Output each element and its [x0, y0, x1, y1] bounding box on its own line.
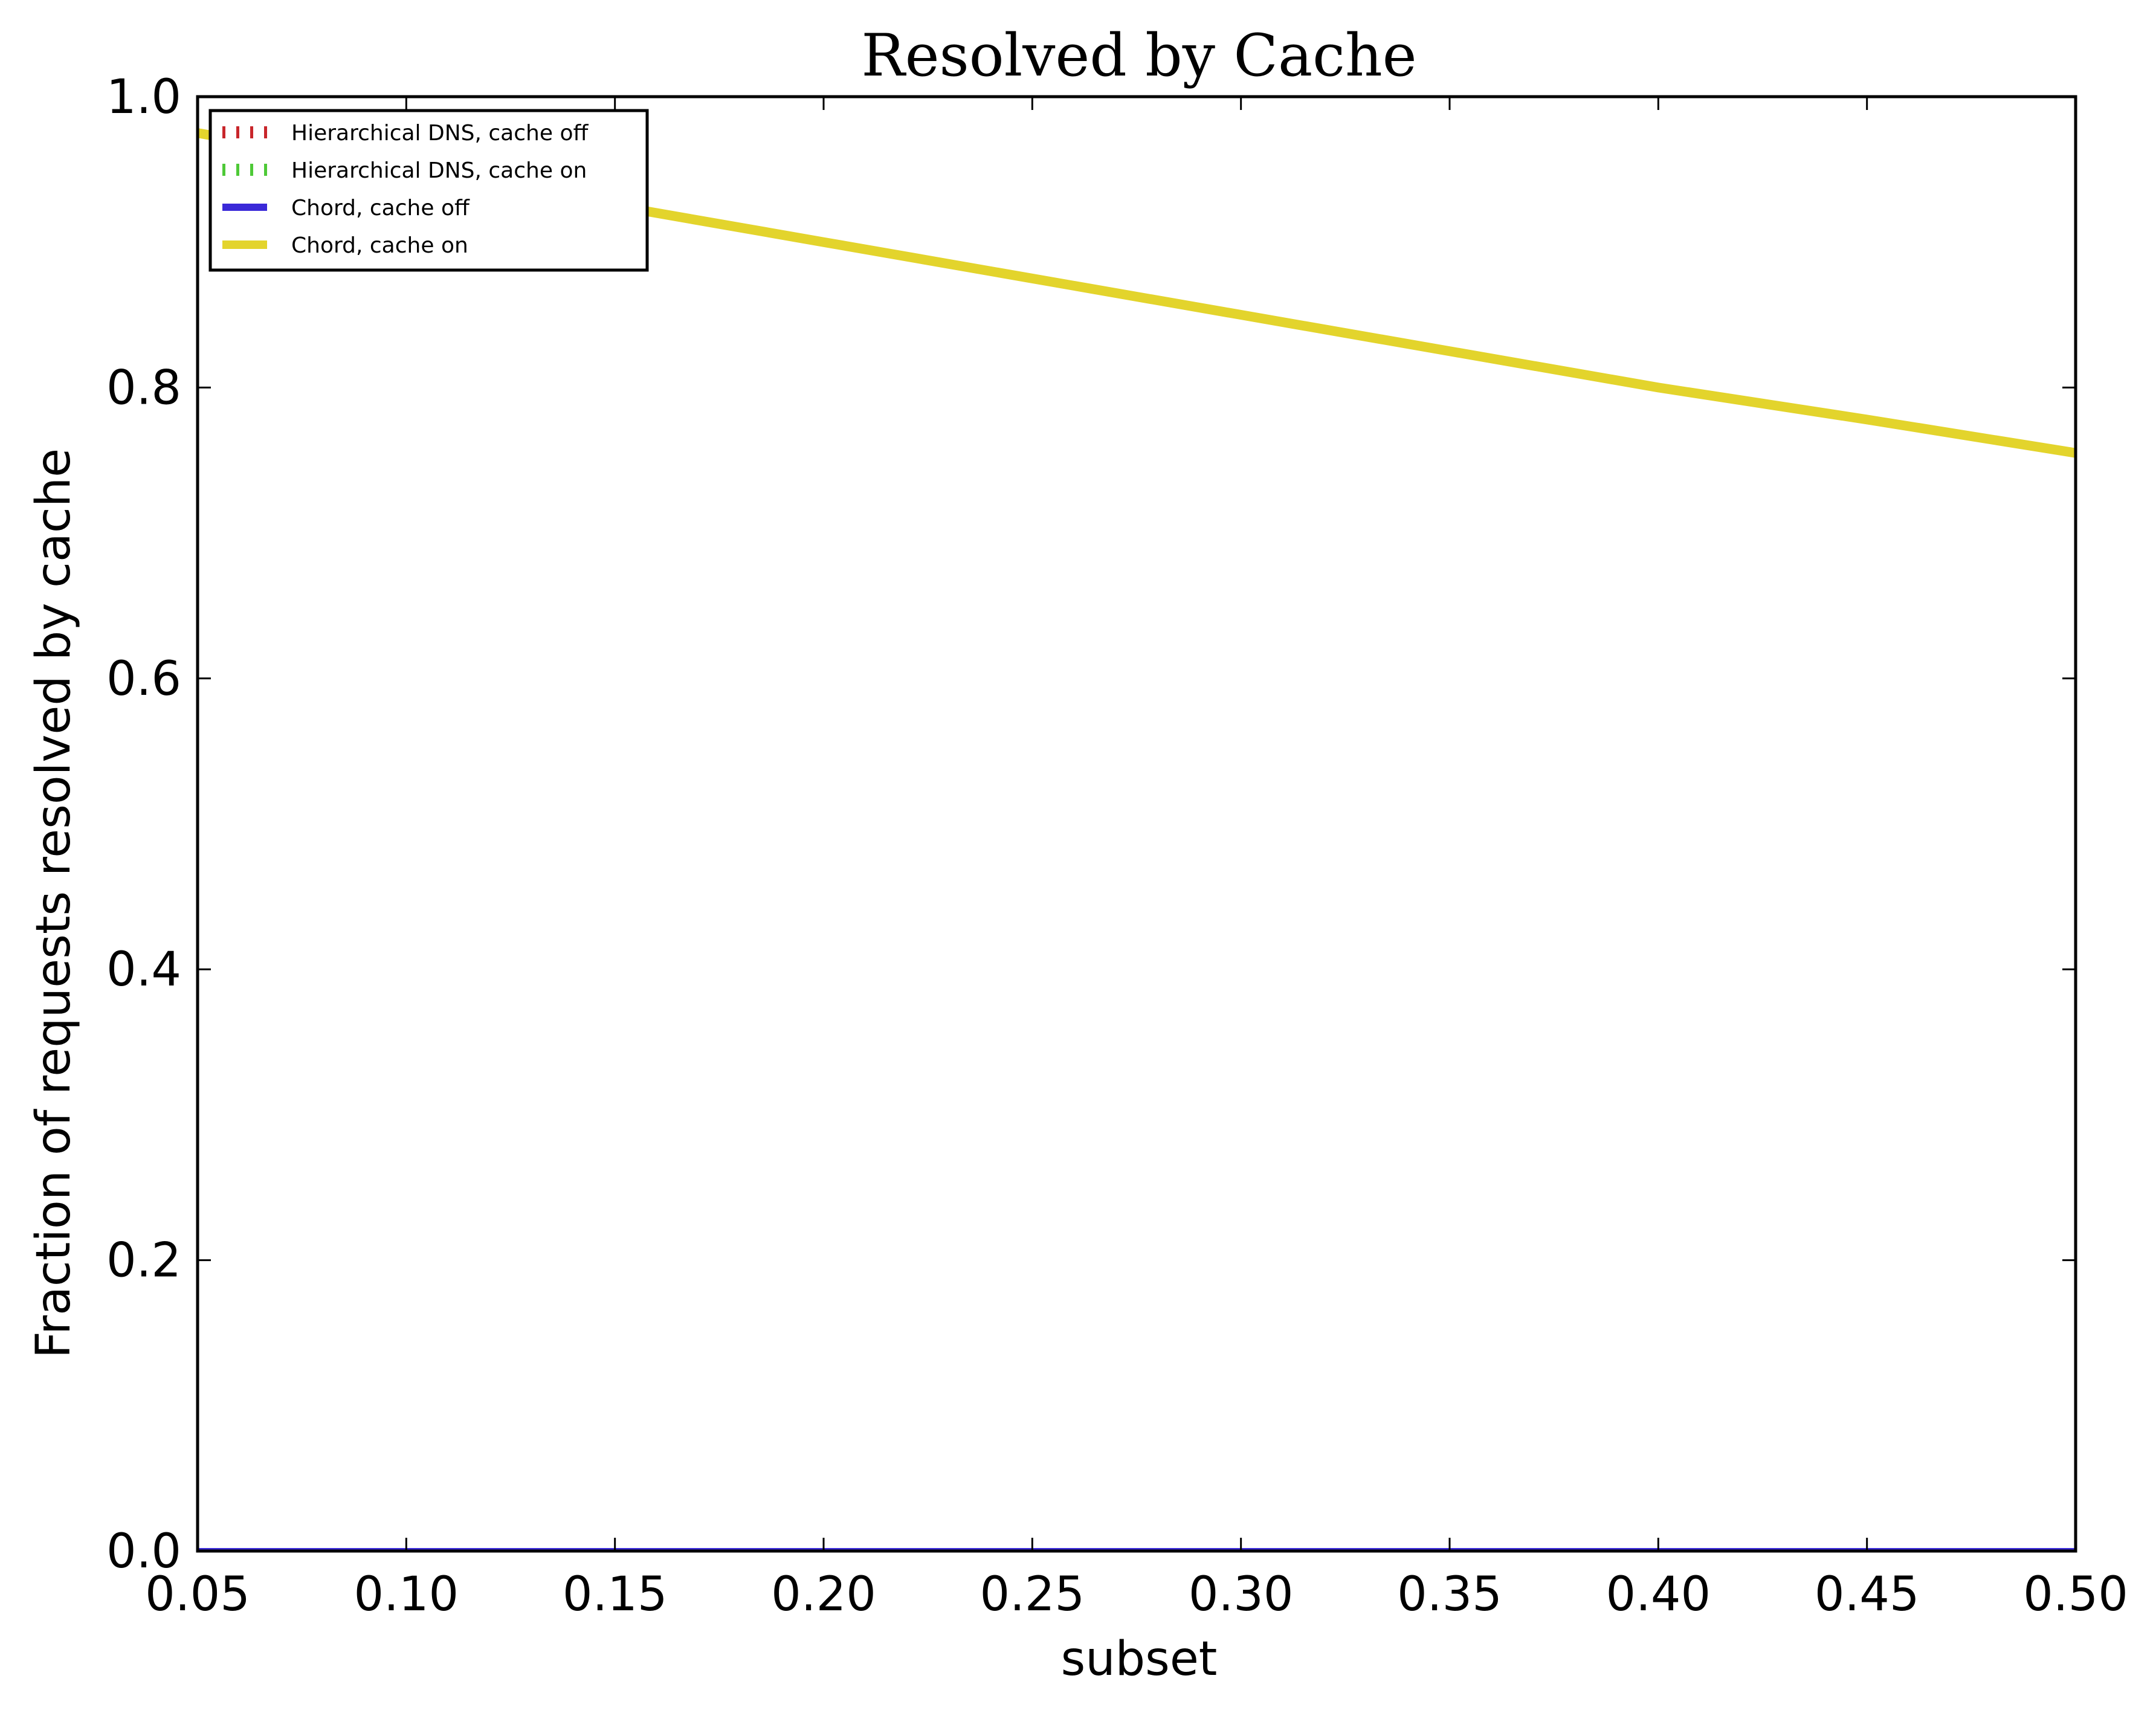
y-tick-label: 1.0	[106, 70, 181, 124]
x-tick-label: 0.35	[1397, 1567, 1502, 1622]
legend-label-1: Hierarchical DNS, cache off	[291, 121, 589, 146]
x-tick-label: 0.15	[563, 1567, 668, 1622]
legend-label-2: Hierarchical DNS, cache on	[291, 158, 587, 183]
x-tick-label: 0.10	[353, 1567, 459, 1622]
plot-frame	[196, 95, 2077, 1553]
legend-label-3: Chord, cache off	[291, 196, 470, 221]
chart-title: Resolved by Cache	[861, 22, 1416, 89]
x-tick-label: 0.30	[1189, 1567, 1294, 1622]
y-axis-label: Fraction of requests resolved by cache	[27, 448, 81, 1358]
y-tick-label: 0.8	[106, 361, 181, 415]
x-tick-label: 0.20	[771, 1567, 876, 1622]
x-tick-label: 0.45	[1815, 1567, 1920, 1622]
x-tick-label: 0.40	[1606, 1567, 1711, 1622]
y-tick-label: 0.6	[106, 652, 181, 706]
y-tick-label: 0.2	[106, 1234, 181, 1288]
x-tick-label: 0.25	[980, 1567, 1085, 1622]
legend-label-4: Chord, cache on	[291, 233, 468, 258]
y-tick-label: 0.0	[106, 1524, 181, 1579]
y-tick-label: 0.4	[106, 943, 181, 997]
x-axis-label: subset	[1061, 1632, 1218, 1686]
tick-layer: 0.05 0.10 0.15 0.20 0.25 0.30 0.35 0.40 0.45 0.50…	[106, 70, 2128, 1622]
x-tick-label: 0.50	[2023, 1567, 2128, 1622]
legend-box	[208, 109, 649, 272]
x-tick-label: 0.05	[145, 1567, 250, 1622]
legend: Hierarchical DNS, cache off Hierarchical …	[208, 109, 649, 272]
